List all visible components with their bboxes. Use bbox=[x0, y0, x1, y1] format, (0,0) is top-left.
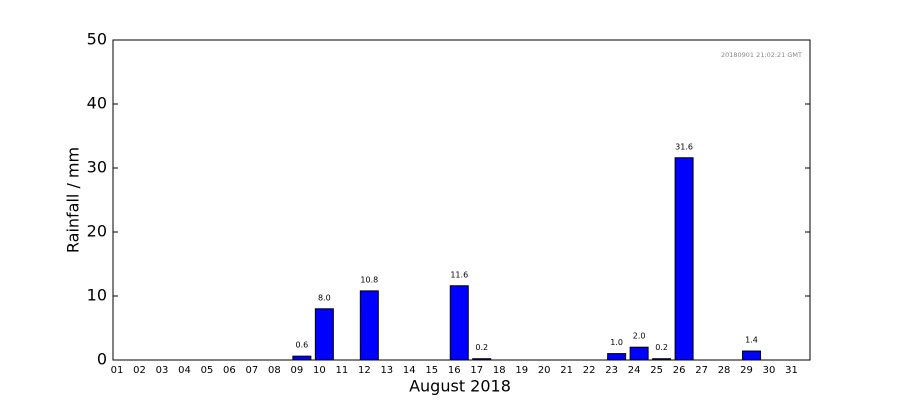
value-label: 1.0 bbox=[610, 338, 623, 347]
value-label: 0.6 bbox=[295, 341, 308, 350]
x-tick-label: 08 bbox=[268, 365, 281, 376]
x-tick-label: 29 bbox=[740, 365, 753, 376]
x-tick-label: 25 bbox=[650, 365, 663, 376]
x-tick-label: 03 bbox=[156, 365, 169, 376]
x-tick-label: 28 bbox=[718, 365, 731, 376]
x-tick-label: 13 bbox=[380, 365, 393, 376]
y-axis-label: Rainfall / mm bbox=[64, 147, 83, 253]
bar bbox=[314, 308, 334, 361]
value-label: 1.4 bbox=[745, 336, 758, 345]
value-label: 10.8 bbox=[360, 275, 378, 284]
value-label: 8.0 bbox=[318, 293, 331, 302]
x-tick-label: 21 bbox=[560, 365, 573, 376]
x-tick-label: 02 bbox=[133, 365, 146, 376]
x-tick-label: 26 bbox=[673, 365, 686, 376]
bar bbox=[292, 355, 312, 361]
value-label: 2.0 bbox=[633, 332, 646, 341]
x-tick-label: 23 bbox=[605, 365, 618, 376]
value-label: 0.2 bbox=[475, 343, 488, 352]
x-tick-label: 18 bbox=[493, 365, 506, 376]
x-axis-label: August 2018 bbox=[409, 377, 511, 396]
x-tick-label: 06 bbox=[223, 365, 236, 376]
x-tick-label: 07 bbox=[246, 365, 259, 376]
bar bbox=[629, 346, 649, 361]
x-tick-label: 14 bbox=[403, 365, 416, 376]
value-label: 11.6 bbox=[450, 270, 468, 279]
bar bbox=[607, 353, 627, 361]
value-label: 0.2 bbox=[655, 343, 668, 352]
y-tick-label: 30 bbox=[87, 158, 107, 177]
bar bbox=[742, 350, 762, 361]
bar bbox=[449, 285, 469, 361]
timestamp: 20180901 21:02:21 GMT bbox=[721, 51, 802, 59]
x-tick-label: 22 bbox=[583, 365, 596, 376]
y-tick-label: 0 bbox=[97, 350, 107, 369]
y-tick-label: 20 bbox=[87, 222, 107, 241]
x-tick-label: 19 bbox=[515, 365, 528, 376]
x-tick-label: 05 bbox=[201, 365, 214, 376]
bar bbox=[674, 157, 694, 361]
y-tick-label: 10 bbox=[87, 286, 107, 305]
x-tick-label: 16 bbox=[448, 365, 461, 376]
x-tick-label: 15 bbox=[425, 365, 438, 376]
plot-frame bbox=[112, 39, 811, 361]
x-tick-label: 01 bbox=[111, 365, 124, 376]
x-tick-label: 12 bbox=[358, 365, 371, 376]
x-tick-label: 27 bbox=[695, 365, 708, 376]
value-label: 31.6 bbox=[675, 142, 693, 151]
x-tick-label: 20 bbox=[538, 365, 551, 376]
y-tick-label: 50 bbox=[87, 30, 107, 49]
y-tick-label: 40 bbox=[87, 94, 107, 113]
x-tick-label: 10 bbox=[313, 365, 326, 376]
x-tick-label: 04 bbox=[178, 365, 191, 376]
x-tick-label: 17 bbox=[470, 365, 483, 376]
x-tick-label: 24 bbox=[628, 365, 641, 376]
bar bbox=[359, 290, 379, 361]
x-tick-label: 11 bbox=[335, 365, 348, 376]
x-tick-label: 09 bbox=[291, 365, 304, 376]
x-tick-label: 30 bbox=[763, 365, 776, 376]
x-tick-label: 31 bbox=[785, 365, 798, 376]
